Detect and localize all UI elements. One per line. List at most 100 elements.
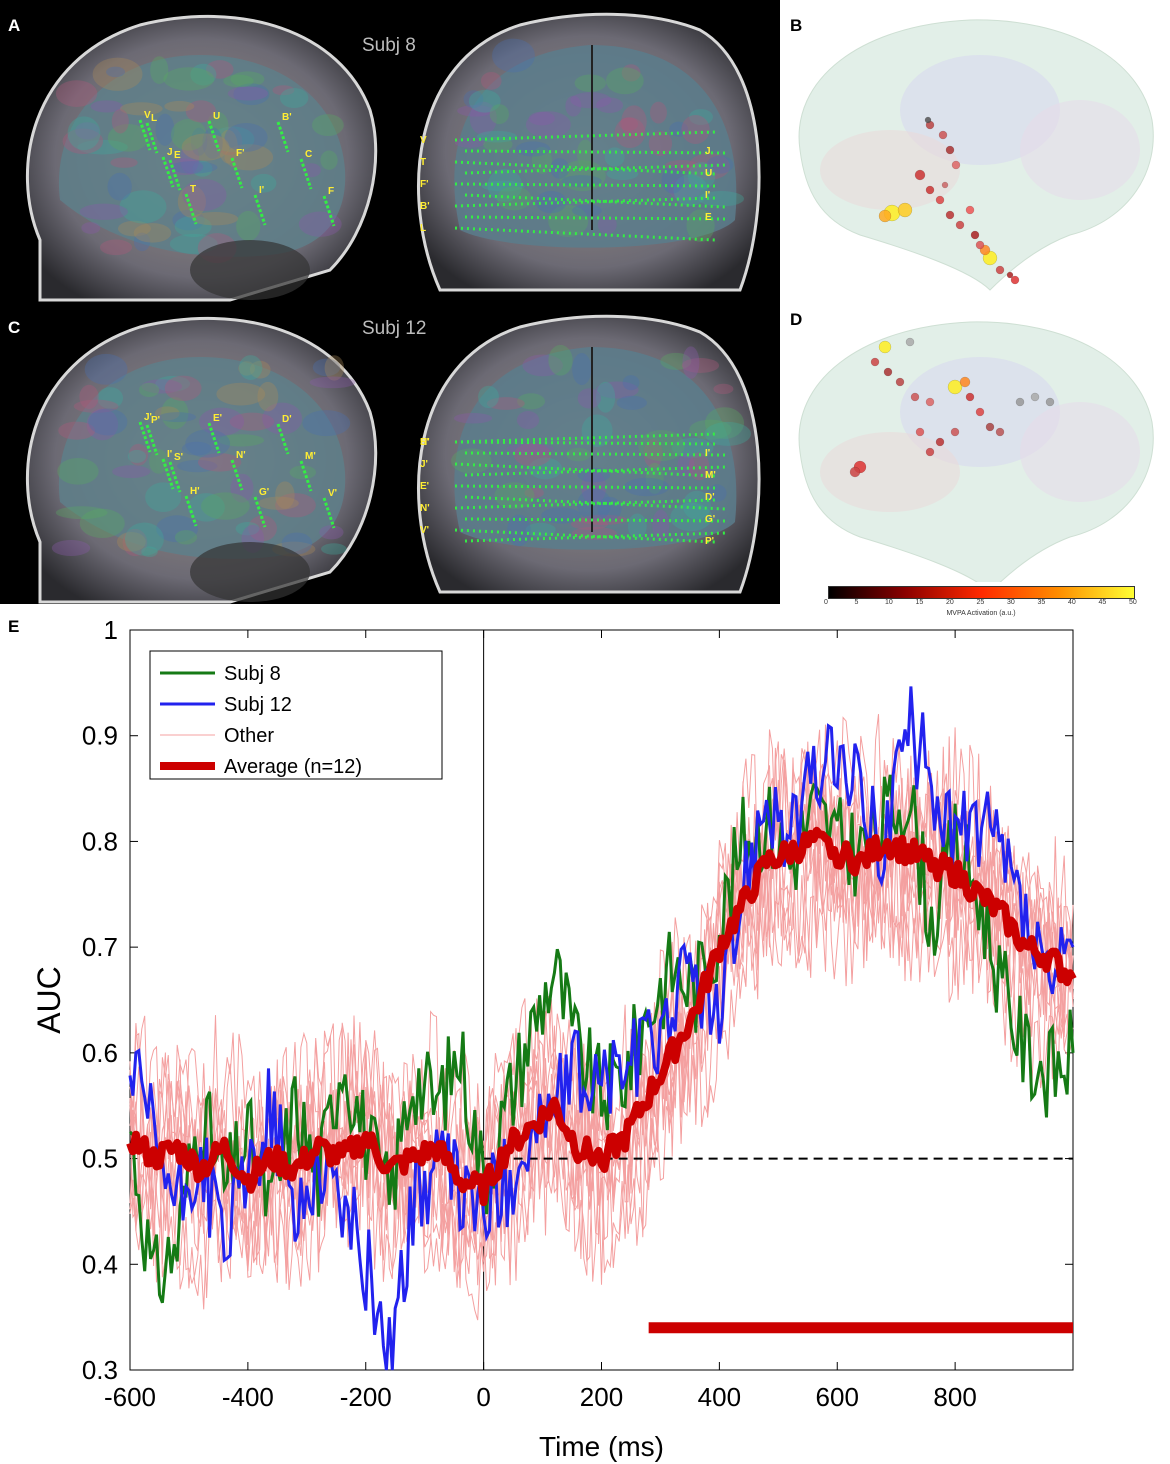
c-cor-electrode bbox=[464, 531, 726, 543]
c-sagittal-brain bbox=[58, 357, 346, 559]
glass-brain-b-svg bbox=[798, 19, 1154, 291]
c-sag-electrode-label: P' bbox=[151, 415, 160, 426]
a-sag-electrode-label: F' bbox=[236, 148, 245, 159]
c-sag-electrode bbox=[276, 423, 290, 455]
a-cor-electrode-label: V bbox=[420, 135, 427, 146]
a-cor-electrode-label: T bbox=[420, 157, 426, 168]
x-axis-label: Time (ms) bbox=[539, 1431, 664, 1462]
c-cor-electrode-label: D' bbox=[705, 492, 715, 503]
panel-c-brain-images: J'I'H'E'N'G'D'M'V'P'S'H'I'J'M'E'D'N'G'V'… bbox=[25, 314, 761, 604]
panel-a-brain-images: V J T U F' I' B' C F L E V J T U F' I' B' E L bbox=[25, 12, 761, 302]
colorbar-tick-label: 10 bbox=[885, 599, 893, 606]
y-tick-label: 1 bbox=[104, 615, 118, 645]
a-sag-electrode bbox=[230, 157, 244, 189]
c-cor-electrode-label: H' bbox=[420, 437, 430, 448]
b-contact bbox=[925, 185, 935, 195]
b-contact bbox=[970, 230, 980, 240]
average-trace bbox=[126, 826, 1077, 1207]
panel-e-letter: E bbox=[8, 617, 20, 636]
c-sag-electrode bbox=[322, 497, 336, 529]
y-tick-label: 0.3 bbox=[82, 1355, 118, 1385]
panel-d-glass-brain: D bbox=[780, 302, 1170, 593]
colorbar-tick-label: 25 bbox=[976, 599, 985, 606]
panel-a-letter: A bbox=[8, 16, 21, 35]
d-lobe-temporal bbox=[820, 432, 960, 512]
b-contact bbox=[924, 116, 932, 124]
c-sag-electrode-label: E' bbox=[213, 413, 222, 424]
panel-c-mri: J' I' H' E' N' G' D' M' V' P' S' H' I' J' M' E' D' N' G' V'… bbox=[0, 302, 780, 604]
b-contact bbox=[955, 220, 965, 230]
b-contact bbox=[938, 130, 948, 140]
a-sag-electrode-label: T bbox=[190, 184, 196, 195]
y-tick-label: 0.9 bbox=[82, 721, 118, 751]
a-sag-electrode bbox=[207, 120, 221, 152]
legend-label: Subj 12 bbox=[224, 694, 292, 716]
glass-brain-d-svg bbox=[798, 321, 1154, 593]
panel-a-mri: V J T U F' I' B' C F L E V J T U F' I' B' E L A Subj 8 bbox=[0, 0, 780, 302]
other-subject-trace bbox=[129, 763, 1074, 1321]
d-contact bbox=[947, 379, 963, 395]
b-contact bbox=[1010, 275, 1020, 285]
d-contact bbox=[905, 337, 915, 347]
c-cor-electrode bbox=[454, 498, 716, 510]
b-contact bbox=[935, 195, 945, 205]
c-sag-electrode-label: S' bbox=[174, 452, 183, 463]
c-sag-electrode-label: M' bbox=[305, 451, 316, 462]
a-sag-electrode-label: U bbox=[213, 111, 220, 122]
a-coronal-brain bbox=[454, 45, 737, 248]
d-contact bbox=[950, 427, 960, 437]
a-sag-electrode-label: F bbox=[328, 186, 334, 197]
c-cerebellum bbox=[190, 542, 310, 602]
b-contact bbox=[941, 181, 949, 189]
c-cor-electrode-label: G' bbox=[705, 514, 715, 525]
c-cor-electrode-label: J' bbox=[420, 459, 428, 470]
a-cor-electrode-label: J bbox=[705, 146, 711, 157]
b-contact bbox=[897, 202, 913, 218]
a-cor-electrode bbox=[454, 196, 716, 208]
c-sag-electrode-label: D' bbox=[282, 414, 292, 425]
c-sag-electrode bbox=[253, 496, 267, 528]
colorbar-label: MVPA Activation (a.u.) bbox=[946, 610, 1016, 617]
colorbar-tick-label: 35 bbox=[1037, 599, 1046, 606]
c-sag-electrode bbox=[168, 461, 182, 493]
y-tick-label: 0.6 bbox=[82, 1038, 118, 1068]
d-contact bbox=[959, 376, 971, 388]
x-tick-label: 200 bbox=[580, 1382, 623, 1412]
d-contact bbox=[965, 392, 975, 402]
a-cerebellum bbox=[190, 240, 310, 300]
panel-c-letter: C bbox=[8, 318, 21, 337]
c-cor-electrode-label: I' bbox=[705, 448, 710, 459]
y-axis-label: AUC bbox=[31, 966, 67, 1034]
a-cor-electrode bbox=[454, 182, 716, 188]
colorbar-tick-label: 15 bbox=[915, 599, 924, 606]
panel-c-subject-label: Subj 12 bbox=[362, 318, 427, 339]
c-sag-electrode-label: I' bbox=[167, 449, 172, 460]
a-sag-electrode bbox=[138, 119, 152, 151]
c-cor-electrode bbox=[464, 495, 726, 511]
a-sag-electrode-label: V bbox=[144, 110, 151, 121]
d-contact bbox=[1045, 397, 1055, 407]
d-contact bbox=[1030, 392, 1040, 402]
b-lobe-temporal bbox=[820, 130, 960, 210]
y-tick-label: 0.7 bbox=[82, 932, 118, 962]
c-coronal-brain bbox=[454, 347, 737, 550]
d-contact bbox=[849, 466, 861, 478]
a-cor-electrode-label: E bbox=[705, 212, 712, 223]
c-cor-electrode-label: V' bbox=[420, 525, 429, 536]
b-contact bbox=[945, 145, 955, 155]
c-sag-electrode-label: H' bbox=[190, 486, 200, 497]
b-contact bbox=[1006, 271, 1014, 279]
y-tick-label: 0.8 bbox=[82, 826, 118, 856]
c-cor-electrode bbox=[454, 528, 716, 544]
c-cor-electrode bbox=[454, 484, 716, 490]
b-contact bbox=[965, 205, 975, 215]
a-sag-electrode bbox=[168, 159, 182, 191]
a-sag-electrode bbox=[161, 156, 175, 188]
b-lobe-occipital bbox=[1020, 100, 1140, 200]
c-sag-electrode bbox=[161, 458, 175, 490]
panel-a-subject-label: Subj 8 bbox=[362, 35, 416, 56]
d-contact bbox=[925, 447, 935, 457]
a-cor-electrode bbox=[464, 163, 726, 175]
a-cor-electrode bbox=[464, 149, 726, 155]
c-cor-electrode-label: S' bbox=[420, 437, 429, 448]
